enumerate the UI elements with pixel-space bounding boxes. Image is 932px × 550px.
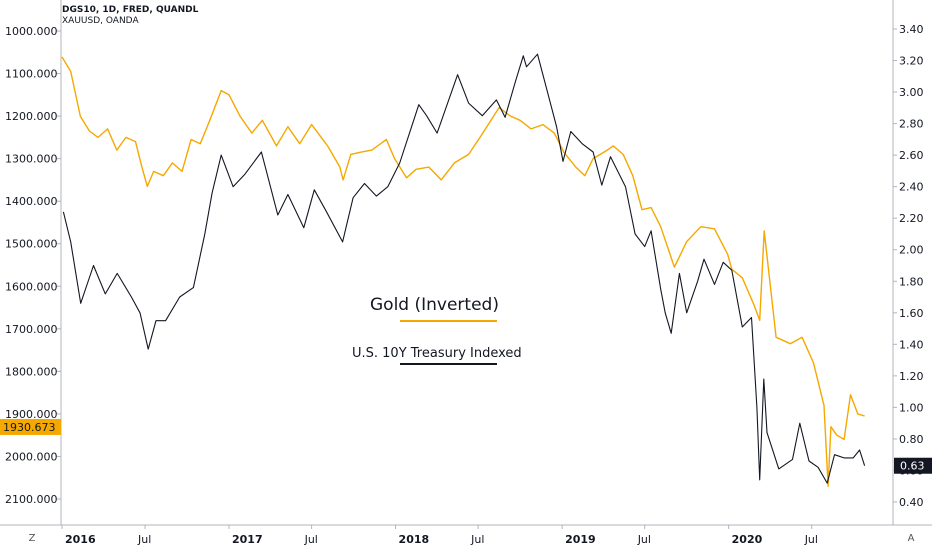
left-tick-label: 1200.000	[5, 110, 58, 123]
left-tick-label: 1800.000	[5, 365, 58, 378]
right-tick-label: 2.40	[899, 181, 924, 194]
right-tick-label: 2.80	[899, 118, 924, 131]
right-tick-label: 1.60	[899, 307, 924, 320]
x-tick-label: Jul	[304, 533, 318, 546]
x-tick-label: Jul	[470, 533, 484, 546]
left-tick-label: 1400.000	[5, 195, 58, 208]
chart-legend-subtitle: XAUUSD, OANDA	[62, 16, 139, 26]
right-tick-label: 3.20	[899, 55, 924, 68]
left-tick-label: 1100.000	[5, 68, 58, 81]
left-tick-label: 2100.000	[5, 493, 58, 506]
x-tick-label: 2017	[232, 533, 263, 546]
x-tick-label: 2020	[732, 533, 763, 546]
left-tick-label: 1000.000	[5, 25, 58, 38]
right-tick-label: 0.80	[899, 433, 924, 446]
left-tick-label: 1700.000	[5, 323, 58, 336]
left-tick-label: 1900.000	[5, 408, 58, 421]
x-tick-label: Jul	[137, 533, 151, 546]
treasury-last-value-label: 0.63	[900, 460, 925, 473]
treasury-annotation: U.S. 10Y Treasury Indexed	[352, 346, 522, 361]
left-tick-label: 1500.000	[5, 238, 58, 251]
left-tick-label: 2000.000	[5, 450, 58, 463]
x-tick-label: Jul	[637, 533, 651, 546]
left-tick-label: 1600.000	[5, 280, 58, 293]
right-tick-label: 2.00	[899, 244, 924, 257]
right-tick-label: 0.40	[899, 496, 924, 509]
price-badges: 1930.673 0.63	[0, 418, 932, 474]
right-tick-label: 2.60	[899, 149, 924, 162]
right-tick-label: 1.80	[899, 275, 924, 288]
x-tick-label: 2018	[399, 533, 430, 546]
right-tick-label: 3.00	[899, 86, 924, 99]
x-tick-label: 2016	[65, 533, 96, 546]
right-tick-label: 2.20	[899, 212, 924, 225]
gold-series-line	[61, 56, 865, 487]
gold-last-value-label: 1930.673	[3, 421, 56, 434]
gold-annotation: Gold (Inverted)	[370, 295, 499, 315]
auto-scale-button[interactable]: A	[907, 532, 915, 544]
right-tick-label: 1.40	[899, 338, 924, 351]
right-tick-label: 1.20	[899, 370, 924, 383]
zoom-toggle-button[interactable]: Z	[28, 532, 36, 544]
right-tick-label: 3.40	[899, 23, 924, 36]
left-tick-label: 1300.000	[5, 153, 58, 166]
chart-legend-title: DGS10, 1D, FRED, QUANDL	[62, 5, 199, 15]
treasury-last-value-badge	[894, 457, 932, 474]
x-tick-label: Jul	[804, 533, 818, 546]
treasury-series-line	[62, 53, 866, 484]
x-tick-label: 2019	[565, 533, 596, 546]
right-tick-label: 1.00	[899, 401, 924, 414]
series-layer	[61, 53, 866, 487]
gold-last-value-badge	[0, 418, 61, 435]
